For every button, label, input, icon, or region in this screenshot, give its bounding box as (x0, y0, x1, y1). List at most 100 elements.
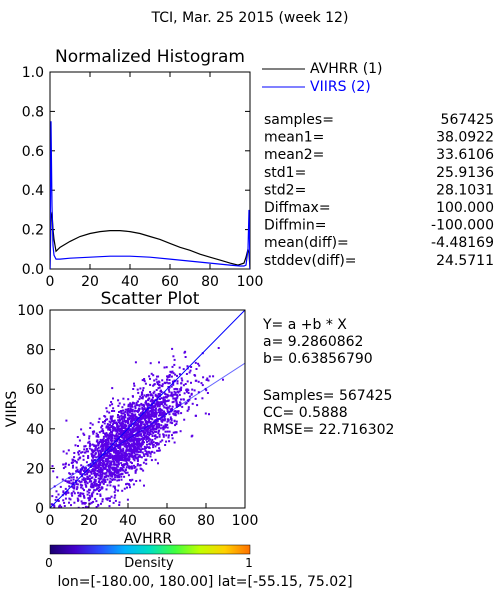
scatter-point (125, 430, 128, 432)
scatter-point (121, 464, 124, 466)
scatter-point (66, 480, 69, 483)
statistics-block: samples= 567425 mean1= 38.0922 mean2= 33.6106… (264, 112, 494, 269)
histogram-y-tick-label: 0.2 (22, 223, 44, 239)
scatter-point (99, 493, 102, 496)
scatter-point (134, 428, 137, 430)
scatter-point (207, 379, 210, 382)
scatter-point (91, 423, 94, 426)
scatter-point (132, 440, 135, 443)
scatter-point (117, 438, 120, 441)
scatter-point (113, 419, 116, 422)
scatter-point (167, 399, 169, 402)
scatter-point (168, 405, 171, 408)
scatter-point (174, 373, 177, 376)
stat-label: Diffmax= (264, 200, 331, 216)
scatter-point (113, 451, 116, 454)
scatter-point (136, 464, 139, 467)
scatter-point (83, 496, 86, 499)
regression-intercept: a= 9.2860862 (263, 334, 363, 350)
scatter-point (113, 485, 116, 488)
scatter-point (129, 486, 131, 489)
scatter-point (101, 473, 104, 476)
histogram-line-avhrr (50, 211, 250, 269)
scatter-point (150, 372, 153, 375)
scatter-point (194, 361, 197, 364)
scatter-point (118, 416, 121, 419)
scatter-point (157, 383, 160, 386)
scatter-point (117, 484, 120, 487)
scatter-point (136, 443, 138, 446)
scatter-point (90, 448, 93, 451)
scatter-point (153, 383, 156, 386)
scatter-point (151, 402, 154, 405)
scatter-point (62, 467, 65, 470)
scatter-point (127, 433, 130, 436)
scatter-point (131, 462, 133, 465)
scatter-point (88, 445, 91, 448)
scatter-point (160, 397, 163, 400)
scatter-point (149, 455, 152, 458)
scatter-point (222, 378, 224, 381)
scatter-point (106, 452, 109, 455)
scatter-point (155, 427, 158, 430)
scatter-point (110, 449, 113, 452)
scatter-point (138, 439, 141, 442)
scatter-point (156, 449, 159, 452)
scatter-point (212, 375, 215, 378)
scatter-point (108, 500, 111, 502)
scatter-point (145, 410, 148, 413)
scatter-point (107, 464, 110, 467)
scatter-point (113, 462, 116, 465)
scatter-point (131, 418, 133, 421)
scatter-point (123, 442, 126, 445)
scatter-point (163, 416, 166, 419)
scatter-point (184, 383, 187, 385)
scatter-point (132, 419, 134, 422)
density-colorbar: 0 Density 1 (45, 544, 253, 571)
scatter-point (142, 415, 145, 417)
scatter-point (101, 450, 104, 453)
scatter-point (159, 427, 162, 430)
scatter-point (79, 456, 82, 459)
scatter-point (117, 474, 120, 477)
scatter-point (113, 440, 116, 443)
scatter-point (128, 458, 131, 461)
scatter-point (165, 381, 168, 384)
scatter-point (89, 442, 91, 445)
scatter-point (136, 440, 138, 443)
scatter-point (123, 435, 126, 437)
scatter-point (105, 471, 108, 474)
page-title: TCI, Mar. 25 2015 (week 12) (151, 10, 349, 26)
scatter-point (122, 465, 125, 468)
scatter-point (60, 505, 63, 508)
scatter-point (94, 476, 97, 478)
scatter-point (137, 421, 140, 424)
scatter-point (79, 469, 82, 472)
scatter-point (104, 476, 107, 478)
scatter-point (101, 444, 104, 447)
scatter-point (94, 497, 97, 500)
scatter-point (177, 391, 180, 394)
scatter-point (124, 463, 127, 465)
scatter-point (108, 473, 111, 476)
scatter-point (109, 471, 112, 474)
scatter-point (72, 481, 75, 484)
scatter-point (81, 478, 84, 481)
scatter-point (115, 452, 118, 455)
scatter-point (87, 455, 90, 457)
scatter-point (90, 477, 93, 480)
scatter-point (138, 424, 141, 427)
scatter-point (205, 378, 208, 381)
scatter-point (53, 505, 56, 508)
scatter-point (136, 460, 139, 463)
scatter-point (109, 484, 112, 487)
scatter-point (148, 417, 151, 420)
scatter-point (162, 404, 165, 407)
scatter-point (145, 434, 148, 437)
scatter-point (72, 464, 74, 467)
scatter-point (88, 499, 91, 502)
scatter-point (91, 484, 94, 487)
scatter-point (116, 424, 119, 427)
scatter-point (82, 455, 85, 458)
scatter-point (89, 471, 92, 474)
